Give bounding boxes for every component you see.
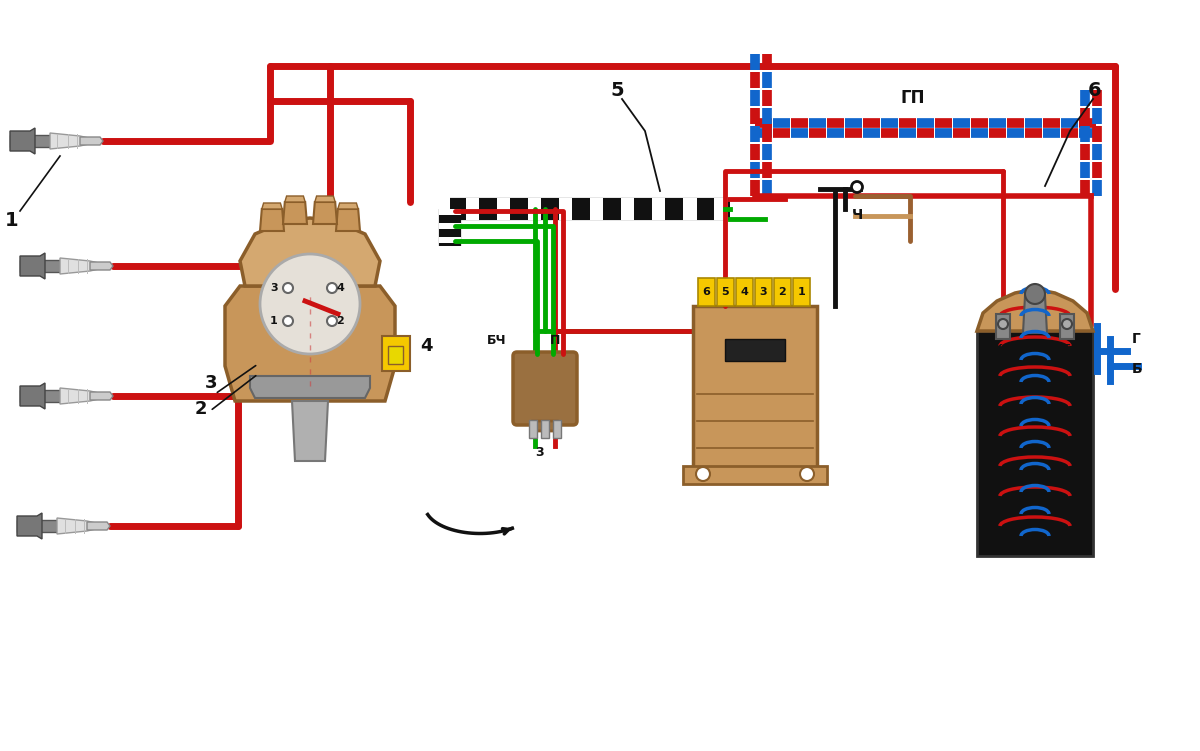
Polygon shape — [50, 133, 94, 149]
Circle shape — [283, 283, 293, 293]
Circle shape — [283, 316, 293, 326]
Text: 2: 2 — [779, 287, 786, 297]
Text: Б: Б — [1063, 344, 1072, 354]
Polygon shape — [262, 203, 282, 209]
Circle shape — [260, 254, 360, 354]
Text: Ч: Ч — [852, 208, 863, 222]
Polygon shape — [260, 209, 284, 231]
Polygon shape — [338, 203, 358, 209]
Polygon shape — [20, 383, 46, 409]
Text: 4: 4 — [420, 337, 432, 355]
Bar — [529, 420, 538, 438]
Bar — [996, 314, 1010, 339]
Bar — [725, 339, 785, 361]
Text: ГП: ГП — [900, 89, 924, 107]
Bar — [382, 336, 410, 371]
Bar — [698, 278, 715, 306]
Bar — [977, 331, 1093, 556]
Bar — [736, 278, 754, 306]
Text: КП: КП — [994, 344, 1012, 354]
Text: 5: 5 — [721, 287, 730, 297]
Polygon shape — [88, 522, 110, 530]
Polygon shape — [284, 196, 305, 202]
Polygon shape — [90, 392, 113, 400]
Bar — [541, 420, 550, 438]
Polygon shape — [80, 137, 103, 145]
Polygon shape — [336, 209, 360, 231]
Bar — [553, 420, 562, 438]
Text: 4: 4 — [740, 287, 749, 297]
Polygon shape — [90, 262, 113, 270]
Circle shape — [326, 283, 337, 293]
Polygon shape — [292, 401, 328, 461]
Bar — [755, 278, 772, 306]
Polygon shape — [58, 518, 100, 534]
Text: 3: 3 — [535, 446, 544, 459]
Text: 1: 1 — [798, 287, 805, 297]
Text: 6: 6 — [702, 287, 710, 297]
FancyBboxPatch shape — [514, 352, 577, 425]
Bar — [388, 346, 403, 364]
Text: 6: 6 — [1088, 81, 1102, 100]
Text: 4: 4 — [336, 283, 344, 293]
Circle shape — [1025, 284, 1045, 304]
Text: 3: 3 — [760, 287, 767, 297]
Polygon shape — [20, 390, 60, 402]
Bar — [793, 278, 810, 306]
Text: 1: 1 — [270, 316, 278, 326]
Bar — [683, 466, 827, 484]
Polygon shape — [533, 421, 557, 431]
Polygon shape — [17, 513, 42, 539]
Polygon shape — [20, 260, 60, 272]
Polygon shape — [240, 218, 380, 286]
Text: П: П — [550, 334, 560, 347]
Bar — [774, 278, 791, 306]
Text: 3: 3 — [205, 374, 217, 392]
Polygon shape — [60, 388, 103, 404]
Circle shape — [852, 182, 863, 192]
Text: Б: Б — [1132, 362, 1142, 376]
Polygon shape — [283, 202, 307, 224]
Polygon shape — [977, 289, 1093, 331]
Polygon shape — [10, 128, 35, 154]
Circle shape — [998, 319, 1008, 329]
Circle shape — [326, 316, 337, 326]
Polygon shape — [226, 286, 395, 401]
Polygon shape — [10, 135, 50, 147]
Polygon shape — [20, 253, 46, 279]
Polygon shape — [314, 196, 335, 202]
Text: 2: 2 — [196, 400, 208, 418]
Circle shape — [800, 467, 814, 481]
Bar — [718, 278, 734, 306]
Text: 3: 3 — [270, 283, 278, 293]
Polygon shape — [60, 258, 103, 274]
Text: 2: 2 — [336, 316, 344, 326]
Bar — [694, 306, 817, 471]
Text: БЧ: БЧ — [487, 334, 506, 347]
Circle shape — [1062, 319, 1072, 329]
Text: 1: 1 — [5, 211, 19, 230]
Polygon shape — [313, 202, 337, 224]
Circle shape — [696, 467, 710, 481]
Polygon shape — [1022, 296, 1046, 333]
Polygon shape — [17, 520, 58, 532]
Text: Г: Г — [1132, 332, 1141, 346]
Bar — [1060, 314, 1074, 339]
Text: 5: 5 — [610, 81, 624, 100]
Polygon shape — [250, 376, 370, 398]
